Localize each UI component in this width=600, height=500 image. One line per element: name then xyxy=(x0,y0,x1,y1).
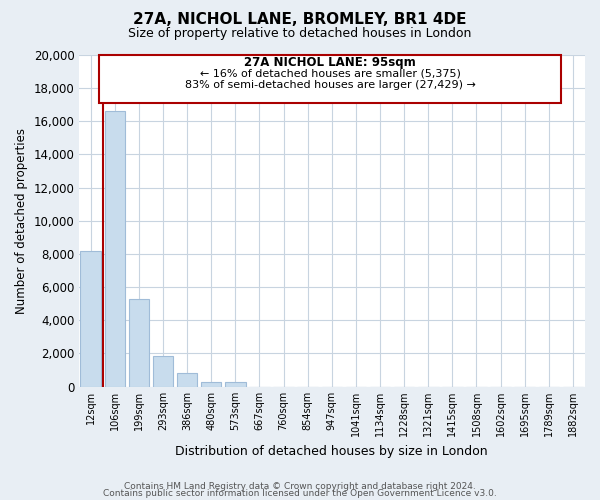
X-axis label: Distribution of detached houses by size in London: Distribution of detached houses by size … xyxy=(175,444,488,458)
Bar xyxy=(225,382,245,386)
Y-axis label: Number of detached properties: Number of detached properties xyxy=(15,128,28,314)
Bar xyxy=(128,298,149,386)
Text: 27A NICHOL LANE: 95sqm: 27A NICHOL LANE: 95sqm xyxy=(244,56,416,69)
Text: 27A, NICHOL LANE, BROMLEY, BR1 4DE: 27A, NICHOL LANE, BROMLEY, BR1 4DE xyxy=(133,12,467,28)
Bar xyxy=(104,112,125,386)
Bar xyxy=(99,55,561,103)
Bar xyxy=(80,250,101,386)
Text: Contains HM Land Registry data © Crown copyright and database right 2024.: Contains HM Land Registry data © Crown c… xyxy=(124,482,476,491)
Text: Size of property relative to detached houses in London: Size of property relative to detached ho… xyxy=(128,28,472,40)
Text: Contains public sector information licensed under the Open Government Licence v3: Contains public sector information licen… xyxy=(103,489,497,498)
Bar xyxy=(201,382,221,386)
Text: ← 16% of detached houses are smaller (5,375): ← 16% of detached houses are smaller (5,… xyxy=(200,68,460,78)
Text: 83% of semi-detached houses are larger (27,429) →: 83% of semi-detached houses are larger (… xyxy=(185,80,475,90)
Bar xyxy=(177,373,197,386)
Bar xyxy=(153,356,173,386)
